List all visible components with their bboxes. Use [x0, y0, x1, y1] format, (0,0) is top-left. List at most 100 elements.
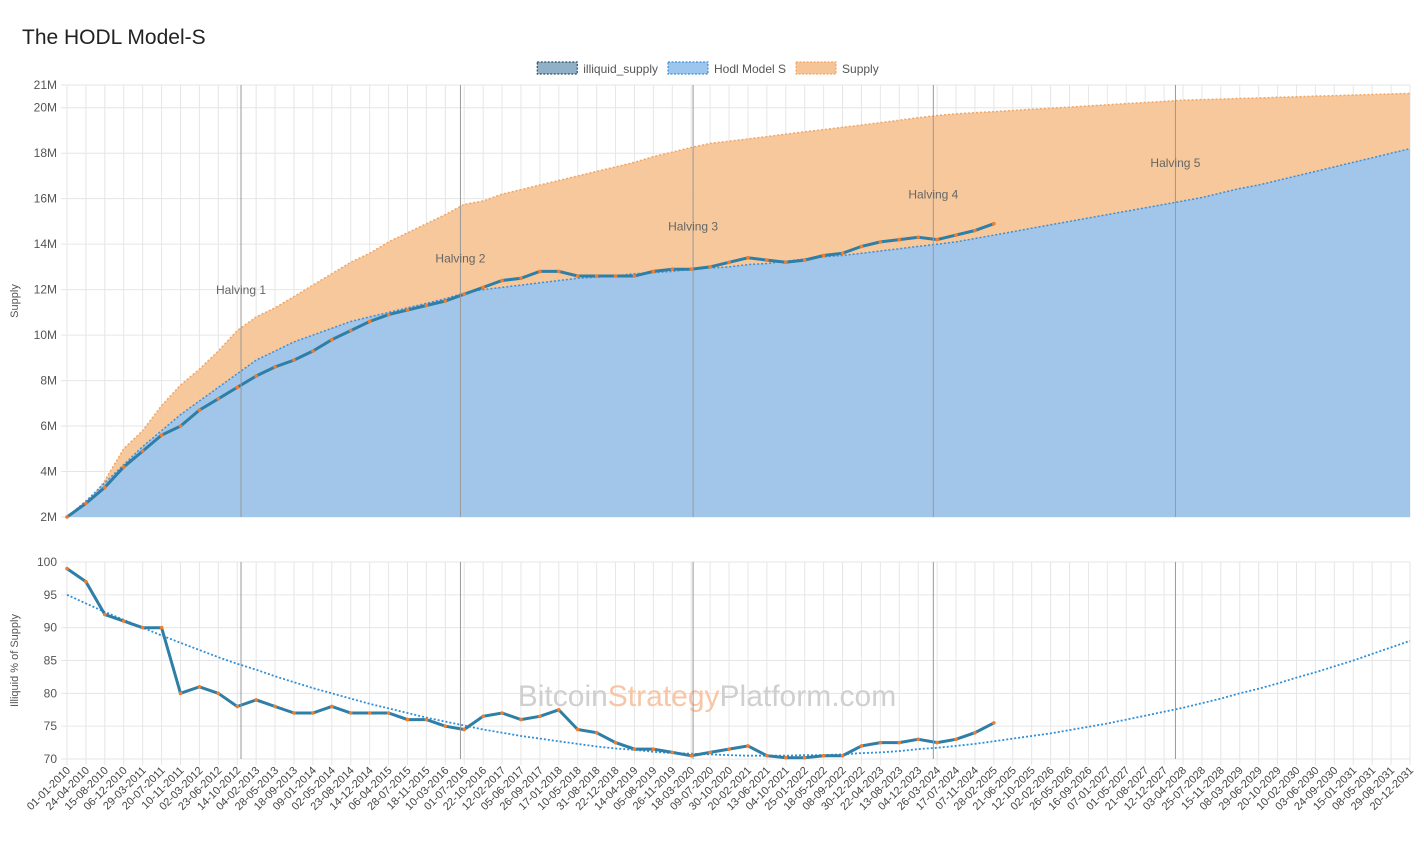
annotation: Halving 5	[1150, 156, 1200, 170]
point	[197, 408, 202, 412]
area-edge	[66, 92, 1411, 518]
point	[916, 235, 920, 240]
point	[519, 276, 523, 281]
legend: illiquid_supply Hodl Model S Supply	[536, 61, 879, 76]
point	[292, 358, 296, 362]
legend-swatch	[795, 61, 837, 75]
point	[140, 625, 145, 630]
page-title: The HODL Model-S	[22, 26, 206, 49]
area-edge	[66, 147, 1411, 518]
point	[746, 744, 750, 748]
point	[613, 740, 618, 745]
point	[216, 691, 221, 696]
point	[330, 704, 334, 709]
y-tick-label: 70	[44, 752, 58, 766]
point	[462, 727, 467, 732]
point	[538, 714, 542, 719]
legend-label: Hodl Model S	[714, 62, 786, 76]
point	[689, 267, 694, 271]
watermark-part: Strategy	[608, 680, 720, 713]
y-tick-label: 16M	[34, 192, 57, 206]
y-tick-label: 90	[44, 621, 58, 635]
point	[235, 385, 240, 390]
point	[651, 269, 656, 274]
point	[727, 260, 731, 265]
point	[708, 265, 712, 269]
point	[992, 221, 996, 226]
legend-label: illiquid_supply	[583, 62, 658, 76]
point	[235, 704, 240, 709]
legend-swatch	[536, 61, 578, 75]
point	[159, 625, 164, 630]
point	[159, 433, 164, 437]
point	[500, 711, 504, 715]
point	[557, 707, 561, 712]
point	[859, 744, 864, 748]
point	[103, 485, 107, 490]
point	[348, 328, 353, 333]
point	[708, 750, 712, 755]
annotation: Halving 1	[216, 283, 266, 297]
point	[670, 267, 675, 271]
panel: 70 75 80 85 90 95 100 Illiquid % of Supply Bitco…	[9, 555, 1416, 813]
y-tick-label: 18M	[34, 146, 57, 160]
point	[840, 753, 845, 758]
y-tick-label: 14M	[34, 237, 57, 251]
point	[481, 285, 485, 290]
point	[424, 303, 429, 308]
point	[783, 755, 788, 760]
point	[727, 747, 731, 751]
point	[254, 698, 258, 702]
point	[878, 740, 883, 745]
point	[897, 237, 902, 242]
point	[197, 684, 202, 689]
point	[594, 274, 599, 278]
point	[500, 278, 504, 283]
point	[783, 260, 788, 265]
point	[443, 299, 448, 303]
point	[575, 274, 580, 278]
point	[462, 292, 467, 296]
point	[613, 274, 618, 278]
point	[216, 396, 221, 401]
point	[405, 308, 410, 312]
point	[273, 704, 277, 709]
point	[273, 365, 277, 369]
point	[292, 711, 296, 715]
point	[802, 755, 807, 760]
point	[897, 740, 902, 745]
point	[973, 730, 977, 735]
watermark: BitcoinStrategyPlatform.com	[518, 680, 897, 713]
point	[632, 274, 637, 278]
y-axis-label: Supply	[9, 284, 21, 318]
y-tick-label: 21M	[34, 78, 57, 92]
point	[367, 319, 372, 324]
point	[954, 737, 958, 742]
point	[973, 228, 977, 233]
point	[916, 737, 920, 742]
line	[66, 593, 1411, 757]
y-tick-label: 80	[44, 686, 58, 700]
legend-swatch	[667, 61, 709, 75]
point	[519, 717, 523, 722]
annotation: Halving 2	[435, 251, 485, 265]
point	[121, 465, 126, 469]
y-tick-label: 2M	[40, 510, 57, 524]
point	[765, 753, 769, 758]
point	[954, 233, 958, 237]
y-tick-label: 100	[37, 555, 57, 569]
point	[821, 253, 826, 258]
point	[746, 255, 750, 260]
y-tick-label: 8M	[40, 374, 57, 388]
point	[765, 258, 769, 262]
point	[254, 374, 258, 378]
point	[84, 579, 88, 584]
point	[311, 711, 315, 715]
point	[140, 449, 145, 453]
panel: 2M4M6M8M10M12M14M16M18M20M21MSupplyBitco…	[9, 61, 1411, 524]
point	[386, 711, 391, 715]
point	[386, 312, 391, 317]
point	[330, 337, 334, 342]
point	[651, 747, 656, 751]
